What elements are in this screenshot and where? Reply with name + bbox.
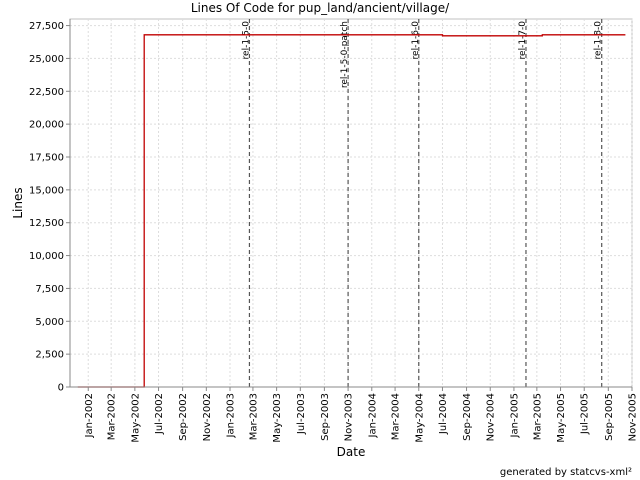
x-tick-label: May-2002 <box>130 393 141 443</box>
x-tick-label: Jan-2002 <box>84 393 95 438</box>
y-tick-label: 22,500 <box>29 87 64 98</box>
x-tick-label: Mar-2004 <box>391 393 402 440</box>
y-tick-label: 0 <box>58 383 64 394</box>
x-tick-label: Sep-2005 <box>604 393 615 441</box>
x-tick-label: Nov-2004 <box>486 393 497 441</box>
y-tick-label: 10,000 <box>29 251 64 262</box>
y-axis-ticks: 0 2,500 5,000 7,500 10,000 12,500 15,000 17,500… <box>29 21 70 394</box>
release-marker-label: rel-1-6-0 <box>411 21 421 60</box>
x-axis-label: Date <box>337 445 366 459</box>
x-tick-label: Nov-2002 <box>202 393 213 441</box>
x-tick-label: Jul-2002 <box>154 393 165 435</box>
y-tick-label: 25,000 <box>29 54 64 65</box>
x-tick-label: Sep-2003 <box>320 393 331 441</box>
y-axis-label: Lines <box>11 187 25 218</box>
release-marker-label: rel-1-7-0 <box>518 21 528 60</box>
x-tick-label: May-2004 <box>414 393 425 443</box>
x-tick-label: Jan-2004 <box>367 393 378 438</box>
grid-lines <box>70 19 633 387</box>
series-layer <box>77 34 626 388</box>
x-tick-label: Sep-2002 <box>178 393 189 441</box>
x-tick-label: Nov-2005 <box>628 393 639 441</box>
y-tick-label: 2,500 <box>35 350 64 361</box>
footer-credit: generated by statcvs-xml² <box>500 467 632 478</box>
x-tick-label: Jan-2005 <box>509 393 520 438</box>
release-marker-label: rel-1-8-0 <box>594 21 604 60</box>
y-tick-label: 27,500 <box>29 21 64 32</box>
y-tick-label: 20,000 <box>29 120 64 131</box>
y-tick-label: 15,000 <box>29 185 64 196</box>
x-tick-label: Mar-2002 <box>107 393 118 440</box>
y-tick-label: 17,500 <box>29 153 64 164</box>
x-tick-label: Jul-2004 <box>438 393 449 435</box>
x-tick-label: Mar-2003 <box>248 393 259 440</box>
plot-area <box>69 18 633 388</box>
x-tick-label: Jul-2003 <box>296 393 307 435</box>
x-tick-label: Sep-2004 <box>462 393 473 441</box>
y-tick-label: 12,500 <box>29 218 64 229</box>
x-tick-label: Jan-2003 <box>226 393 237 438</box>
y-tick-label: 7,500 <box>35 284 64 295</box>
x-tick-label: May-2005 <box>556 393 567 443</box>
x-tick-label: Mar-2005 <box>532 393 543 440</box>
release-marker-label: rel-1-5-0-patch <box>340 21 350 88</box>
y-tick-label: 5,000 <box>35 317 64 328</box>
x-tick-label: Jul-2005 <box>580 393 591 435</box>
release-markers: rel-1-5-0 rel-1-5-0-patch rel-1-6-0 rel-1-7… <box>241 19 604 387</box>
chart-title: Lines Of Code for pup_land/ancient/villa… <box>191 1 450 15</box>
loc-series-line <box>77 34 626 388</box>
x-tick-label: May-2003 <box>272 393 283 443</box>
x-tick-label: Nov-2003 <box>344 393 355 441</box>
release-marker-label: rel-1-5-0 <box>241 21 251 60</box>
x-axis-ticks: Jan-2002 Mar-2002 May-2002 Jul-2002 Sep-2002… <box>84 387 639 443</box>
